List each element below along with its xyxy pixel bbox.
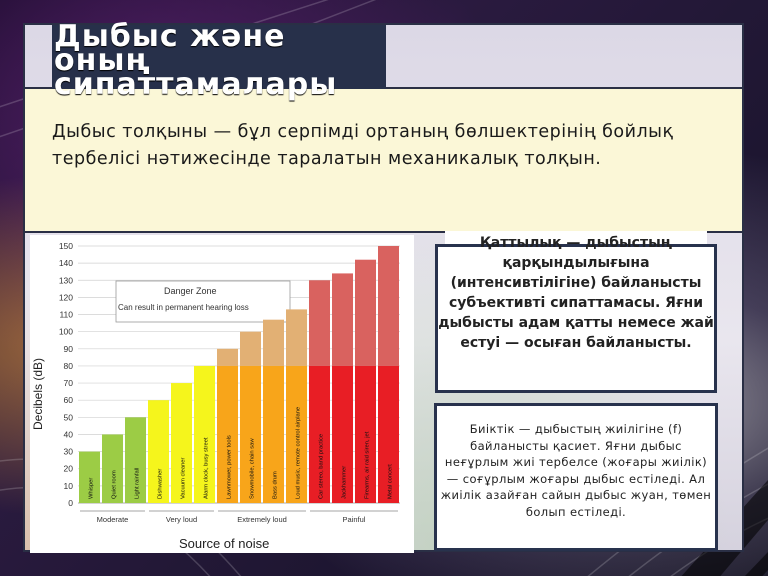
pitch-card-text: Биіктік — дыбыстың жиілігіне (f) байланы… [440, 422, 712, 519]
bar [263, 365, 284, 503]
bar [125, 417, 146, 503]
y-tick-label: 150 [59, 241, 73, 251]
bar-upper [217, 348, 238, 366]
bar-upper [332, 273, 353, 366]
bar-category-label: Lawnmower, power tools [227, 435, 233, 499]
bar-category-label: Alarm clock, busy street [204, 437, 210, 499]
y-tick-label: 80 [64, 361, 74, 371]
loudness-card-text: Қаттылық — дыбыстың қарқындылығына (инте… [438, 235, 714, 351]
bar [332, 365, 353, 503]
bar [171, 383, 192, 503]
bar-upper [378, 246, 399, 366]
bar [79, 451, 100, 503]
y-tick-label: 120 [59, 292, 73, 302]
y-tick-label: 90 [64, 344, 74, 354]
bar [194, 365, 215, 503]
group-label: Painful [343, 515, 366, 524]
danger-zone-subtitle: Can result in permanent hearing loss [118, 303, 249, 312]
danger-zone-title: Danger Zone [164, 286, 217, 296]
bar [102, 434, 123, 503]
bar-upper [240, 331, 261, 366]
bar-category-label: Bass drum [273, 471, 279, 499]
bar-category-label: Metal concert [388, 464, 394, 499]
bar-category-label: Whisper [89, 478, 95, 499]
bar [148, 400, 169, 503]
y-tick-label: 0 [68, 498, 73, 508]
bar-category-label: Jackhammer [342, 466, 348, 499]
bar-category-label: Snowmobile, chain saw [250, 438, 256, 499]
bar [240, 365, 261, 503]
bar-upper [263, 319, 284, 366]
bar-category-label: Vacuum cleaner [181, 457, 187, 499]
group-label: Moderate [97, 515, 129, 524]
y-tick-label: 50 [64, 412, 74, 422]
y-tick-label: 140 [59, 258, 73, 268]
y-axis-label: Decibels (dB) [31, 358, 45, 430]
bar-category-label: Car stereo, band practice [319, 434, 325, 499]
y-tick-label: 10 [64, 481, 74, 491]
definition-box: Дыбыс толқыны — бұл серпімді ортаның бөл… [23, 87, 744, 233]
y-tick-label: 20 [64, 464, 74, 474]
title-bar [52, 25, 386, 89]
bar-category-label: Dishwasher [158, 469, 164, 499]
decibel-chart-svg: Danger Zone Can result in permanent hear… [31, 241, 400, 551]
slide-title: Дыбыс және оның сипаттамалары [54, 19, 338, 102]
loudness-card: Қаттылық — дыбыстың қарқындылығына (инте… [435, 235, 717, 393]
bar [378, 365, 399, 503]
loudness-card-overflow-bg [445, 231, 707, 247]
bar-upper [286, 309, 307, 366]
decibel-chart: Danger Zone Can result in permanent hear… [30, 235, 414, 553]
bar [286, 365, 307, 503]
y-tick-label: 40 [64, 429, 74, 439]
bar-category-label: Quiet room [112, 470, 118, 499]
y-tick-label: 100 [59, 327, 73, 337]
bar [355, 365, 376, 503]
y-tick-label: 110 [59, 310, 73, 320]
y-tick-label: 130 [59, 275, 73, 285]
group-label: Very loud [166, 515, 197, 524]
y-tick-label: 30 [64, 447, 74, 457]
bar-category-label: Loud music, remote control airplane [296, 407, 302, 499]
bar-upper [355, 259, 376, 366]
group-label: Extremely loud [237, 515, 287, 524]
pitch-card: Биіктік — дыбыстың жиілігіне (f) байланы… [434, 403, 718, 551]
bar [309, 365, 330, 503]
bar [217, 365, 238, 503]
definition-text: Дыбыс толқыны — бұл серпімді ортаның бөл… [52, 122, 674, 169]
y-tick-label: 60 [64, 395, 74, 405]
danger-zone-box [115, 280, 291, 323]
bar-category-label: Firearms, air raid siren, jet [365, 431, 371, 499]
x-axis-label: Source of noise [179, 536, 269, 551]
bar-category-label: Light rainfall [135, 468, 141, 499]
y-tick-label: 70 [64, 378, 74, 388]
bar-upper [309, 280, 330, 366]
